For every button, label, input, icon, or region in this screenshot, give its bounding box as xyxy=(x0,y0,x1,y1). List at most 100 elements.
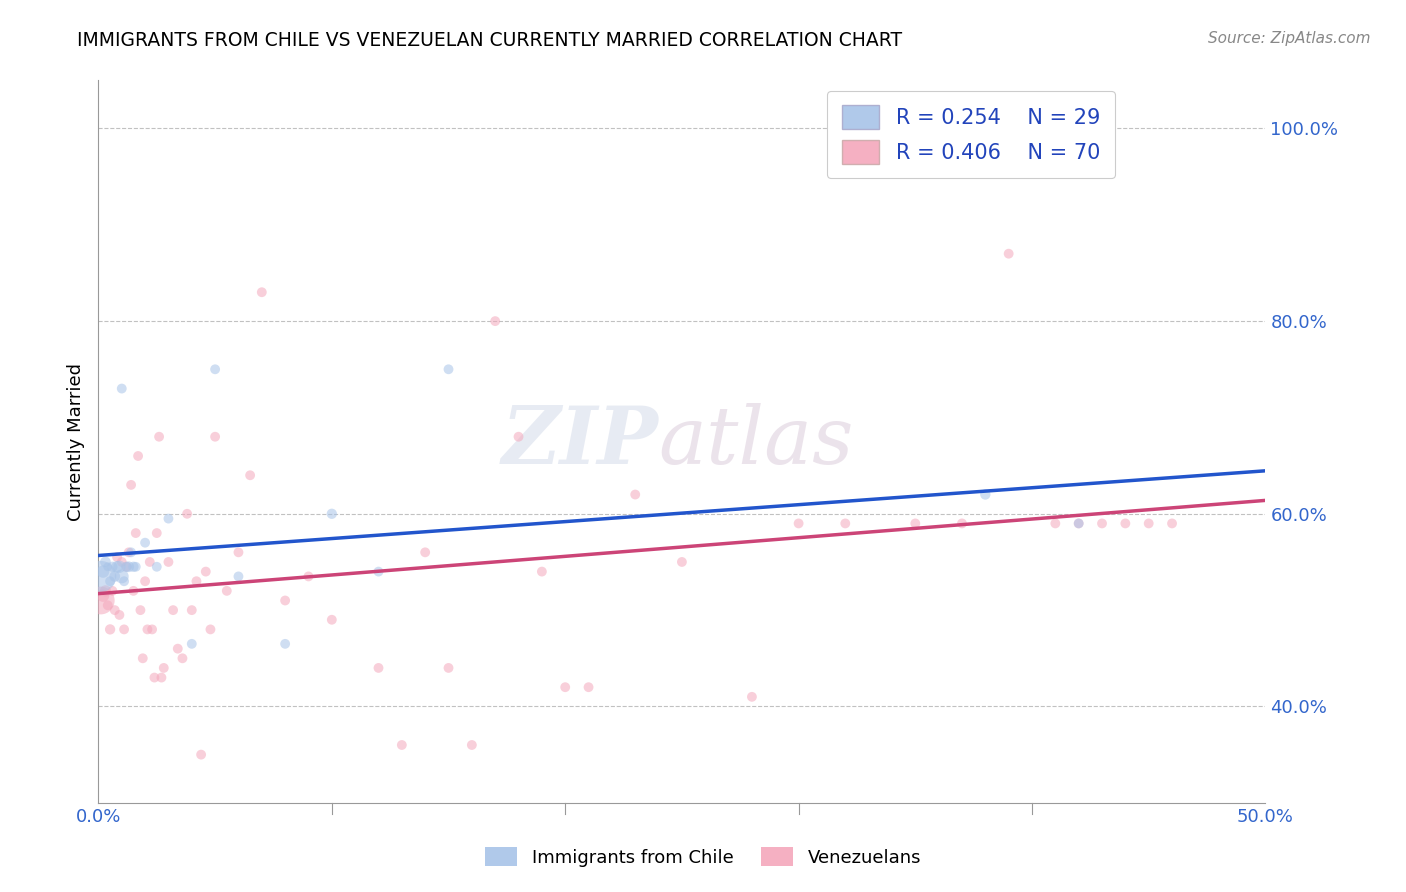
Point xyxy=(228,545,250,559)
Y-axis label: Currently Married: Currently Married xyxy=(66,362,84,521)
Point xyxy=(194,565,217,579)
Point xyxy=(461,738,484,752)
Point xyxy=(136,623,159,637)
Point xyxy=(141,623,163,637)
Point xyxy=(146,526,169,541)
Point xyxy=(176,507,198,521)
Point xyxy=(204,430,226,444)
Point xyxy=(437,362,460,376)
Point xyxy=(787,516,810,531)
Point xyxy=(1161,516,1184,531)
Point xyxy=(125,559,148,574)
Point xyxy=(671,555,693,569)
Point xyxy=(111,382,134,396)
Point xyxy=(115,559,138,574)
Point xyxy=(190,747,212,762)
Point xyxy=(239,468,262,483)
Point xyxy=(148,430,170,444)
Point xyxy=(974,487,997,501)
Point xyxy=(215,583,238,598)
Point xyxy=(297,569,319,583)
Point xyxy=(1067,516,1090,531)
Text: ZIP: ZIP xyxy=(502,403,658,480)
Point xyxy=(1137,516,1160,531)
Point xyxy=(91,589,114,603)
Point xyxy=(321,507,343,521)
Point xyxy=(112,574,135,589)
Point xyxy=(367,565,389,579)
Point xyxy=(180,603,202,617)
Point xyxy=(274,593,297,607)
Point xyxy=(143,671,166,685)
Point xyxy=(274,637,297,651)
Text: atlas: atlas xyxy=(658,403,853,480)
Point xyxy=(146,559,169,574)
Point xyxy=(108,607,131,622)
Point xyxy=(90,593,112,607)
Point xyxy=(120,545,142,559)
Point xyxy=(508,430,530,444)
Point xyxy=(413,545,436,559)
Point xyxy=(997,246,1019,260)
Point xyxy=(129,603,152,617)
Point xyxy=(104,569,127,583)
Point xyxy=(104,603,127,617)
Point xyxy=(228,569,250,583)
Point xyxy=(321,613,343,627)
Text: Source: ZipAtlas.com: Source: ZipAtlas.com xyxy=(1208,31,1371,46)
Point xyxy=(204,362,226,376)
Point xyxy=(97,599,120,613)
Point xyxy=(578,680,600,694)
Point xyxy=(122,583,145,598)
Point xyxy=(139,555,162,569)
Point xyxy=(97,559,120,574)
Point xyxy=(367,661,389,675)
Point xyxy=(152,661,174,675)
Point xyxy=(484,314,506,328)
Point xyxy=(101,583,124,598)
Point xyxy=(134,535,156,549)
Point xyxy=(125,526,148,541)
Point xyxy=(186,574,208,589)
Point xyxy=(112,623,135,637)
Point xyxy=(950,516,973,531)
Point xyxy=(1114,516,1136,531)
Point xyxy=(741,690,763,704)
Point xyxy=(98,574,121,589)
Point xyxy=(115,559,138,574)
Point xyxy=(172,651,194,665)
Point xyxy=(120,478,142,492)
Point xyxy=(134,574,156,589)
Point xyxy=(122,559,145,574)
Point xyxy=(157,511,180,525)
Point xyxy=(1045,516,1067,531)
Point xyxy=(111,555,134,569)
Point xyxy=(150,671,173,685)
Point xyxy=(132,651,155,665)
Point xyxy=(200,623,222,637)
Point xyxy=(1091,516,1114,531)
Point xyxy=(118,545,141,559)
Point xyxy=(904,516,927,531)
Point xyxy=(437,661,460,675)
Point xyxy=(157,555,180,569)
Point xyxy=(105,559,128,574)
Point xyxy=(94,583,117,598)
Point xyxy=(180,637,202,651)
Point xyxy=(127,449,149,463)
Point xyxy=(554,680,576,694)
Point xyxy=(250,285,273,300)
Point xyxy=(105,550,128,565)
Point xyxy=(530,565,553,579)
Point xyxy=(101,559,124,574)
Point xyxy=(98,623,121,637)
Legend: R = 0.254    N = 29, R = 0.406    N = 70: R = 0.254 N = 29, R = 0.406 N = 70 xyxy=(827,91,1115,178)
Point xyxy=(94,555,117,569)
Point xyxy=(108,559,131,574)
Point xyxy=(391,738,413,752)
Point xyxy=(624,487,647,501)
Point xyxy=(111,569,134,583)
Text: IMMIGRANTS FROM CHILE VS VENEZUELAN CURRENTLY MARRIED CORRELATION CHART: IMMIGRANTS FROM CHILE VS VENEZUELAN CURR… xyxy=(77,31,903,50)
Point xyxy=(90,569,112,583)
Point xyxy=(162,603,184,617)
